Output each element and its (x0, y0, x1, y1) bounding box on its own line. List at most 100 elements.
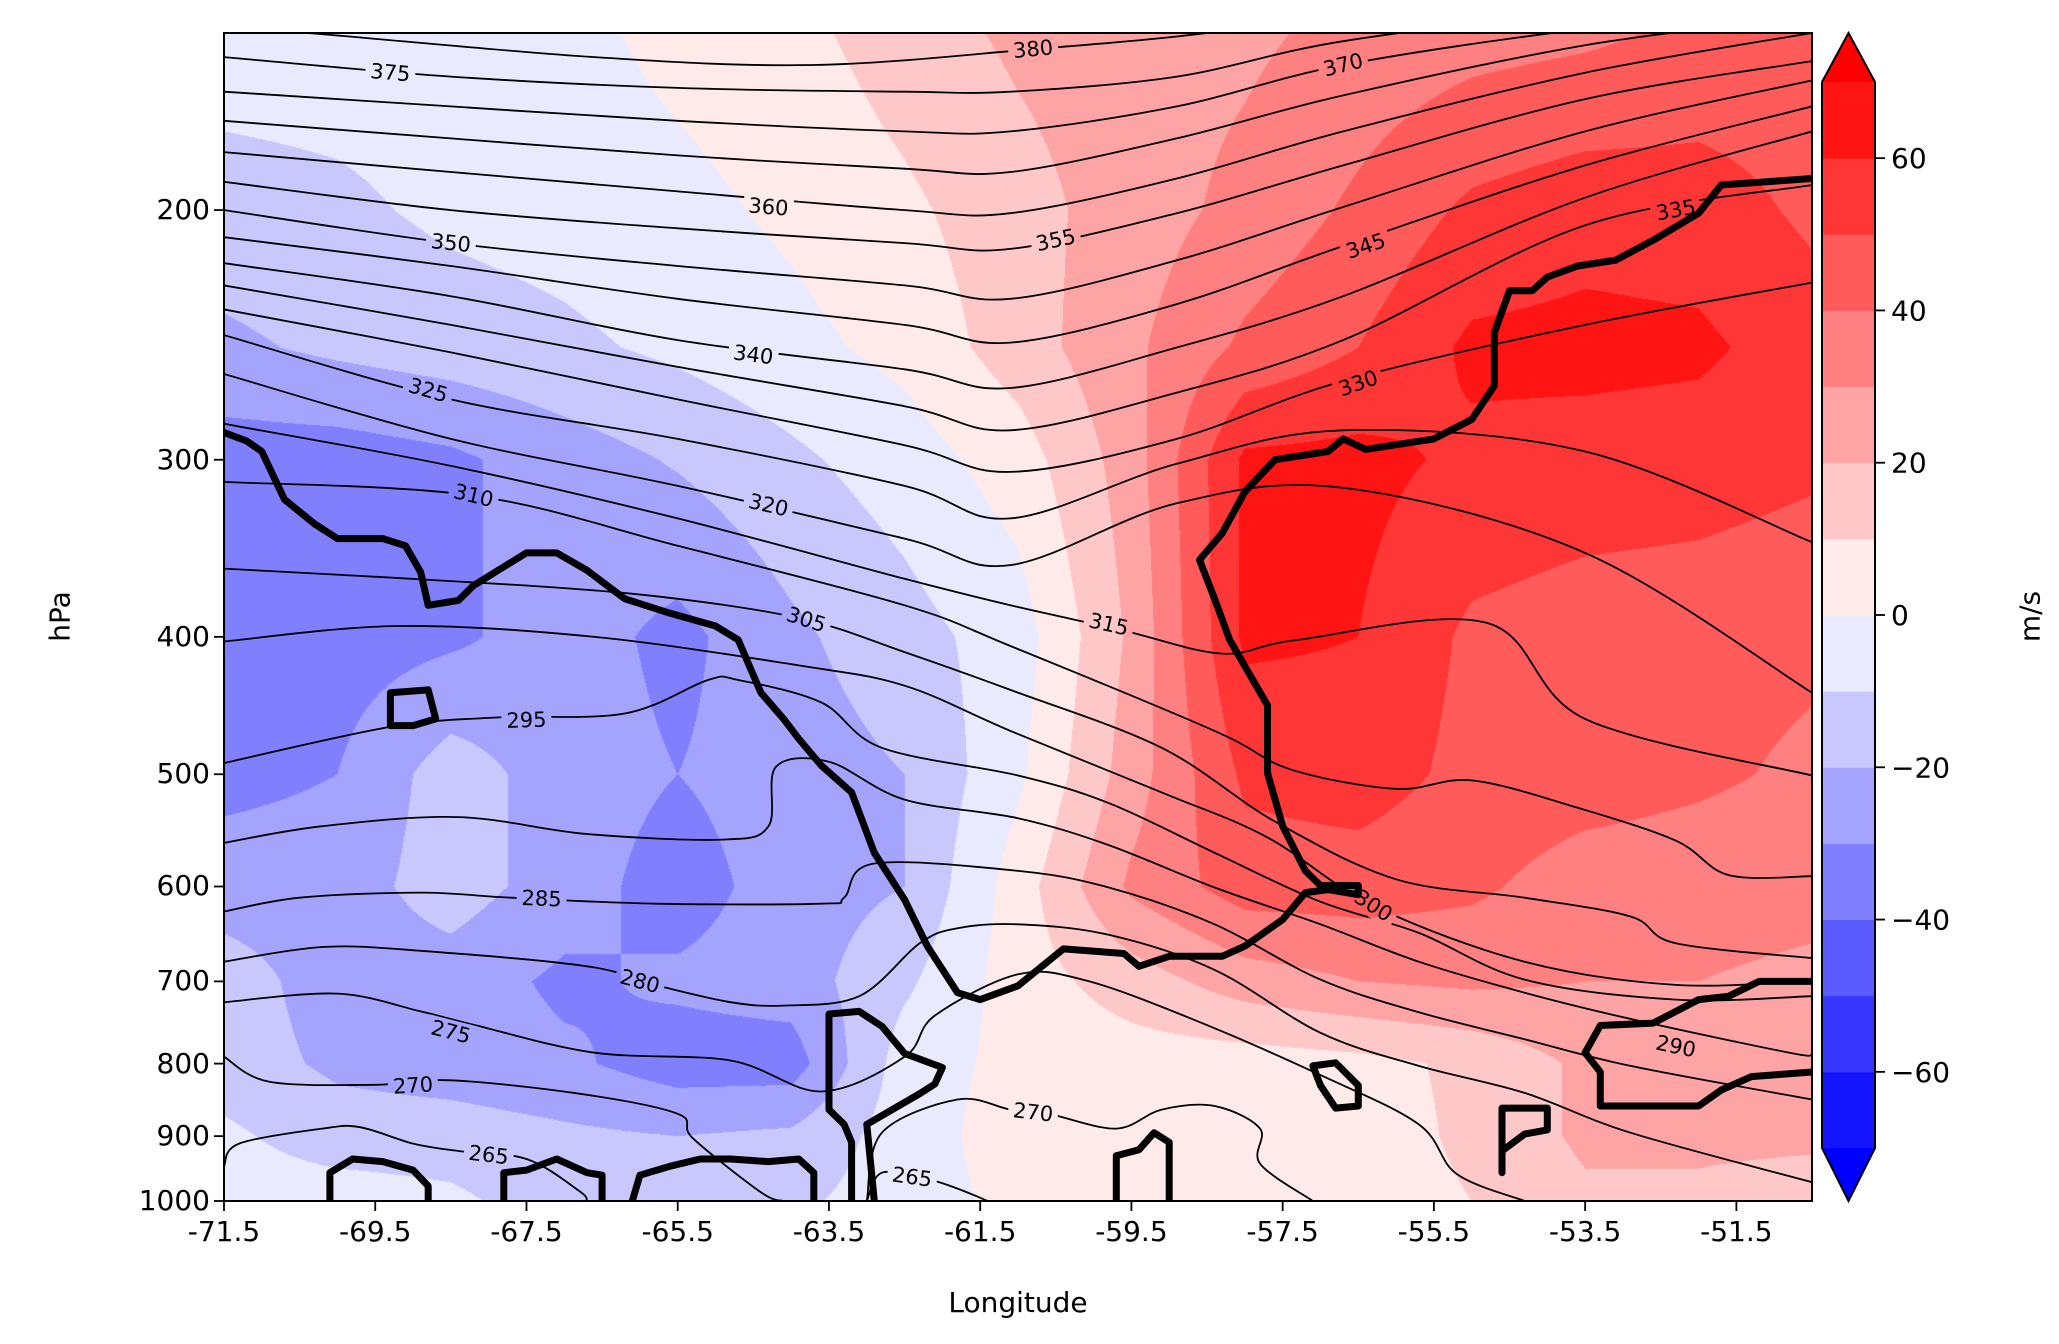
contour-label: 275 (428, 1016, 473, 1049)
bold-contour (1309, 1059, 1362, 1112)
colorbar-tick-label: 0 (1891, 599, 1909, 632)
colorbar-bin (1822, 386, 1875, 464)
bold-contour (326, 1155, 432, 1201)
colorbar-tick-label: −40 (1891, 904, 1950, 937)
line-contour-285 (224, 861, 1812, 1101)
colorbar-bin (1822, 995, 1875, 1073)
contour-label: 325 (406, 373, 451, 407)
contour-label: 290 (1654, 1031, 1698, 1063)
line-contour-310 (224, 481, 1812, 879)
colorbar-extend-max (1822, 33, 1875, 82)
colorbar-bin (1822, 691, 1875, 768)
line-contour-365 (224, 33, 1678, 175)
contour-label: 265 (891, 1162, 934, 1191)
y-tick-label: 700 (156, 964, 210, 998)
contour-label: 340 (732, 340, 775, 369)
line-contour-380 (294, 33, 1214, 67)
line-contour-360 (224, 33, 1812, 217)
colorbar-extend-min (1822, 1148, 1875, 1201)
contour-label: 355 (1034, 224, 1078, 256)
contour-label: 375 (369, 59, 411, 86)
y-tick-label: 200 (156, 193, 210, 227)
bold-contour (825, 1007, 946, 1201)
contour-label: 305 (783, 602, 829, 637)
line-contour-335 (224, 184, 1812, 432)
x-axis-label: Longitude (948, 1286, 1088, 1319)
x-tick-label: -57.5 (1246, 1215, 1319, 1248)
x-tick-label: -53.5 (1548, 1215, 1622, 1248)
colorbar-bin (1822, 82, 1875, 159)
colorbar-tick-label: 20 (1891, 447, 1927, 480)
bold-contours (224, 175, 1812, 1201)
line-contour-375 (224, 33, 1407, 94)
colorbar-bin (1822, 919, 1875, 997)
colorbar-label: m/s (2013, 590, 2047, 643)
line-contour-355 (224, 60, 1812, 252)
line-contour-370 (224, 33, 1560, 135)
axes-frame (223, 32, 1813, 1202)
bold-contour (386, 686, 440, 730)
y-tick-label: 800 (156, 1046, 210, 1080)
colorbar-bin (1822, 234, 1875, 311)
contour-label: 280 (617, 965, 662, 999)
x-tick-label: -63.5 (792, 1215, 866, 1248)
line-contour-330 (224, 281, 1812, 473)
colorbar-outline (1821, 30, 1876, 1204)
y-tick-label: 300 (156, 442, 210, 476)
contour-label: 380 (1012, 35, 1054, 63)
line-contour-270 (224, 1055, 784, 1201)
colorbar-bin (1822, 615, 1875, 692)
colorbar: −60 −40 −20 0 20 40 60 (1821, 30, 1950, 1204)
line-contour-295 (224, 675, 1812, 1002)
y-tick-label: 1000 (138, 1184, 210, 1217)
contour-label: 265 (467, 1141, 510, 1170)
x-tick-label: -65.5 (641, 1215, 714, 1248)
colorbar-bin (1822, 462, 1875, 540)
contour-label: 370 (1321, 49, 1366, 82)
x-tick-label: -71.5 (187, 1215, 261, 1248)
contour-label: 315 (1087, 608, 1131, 640)
line-contour-345 (224, 105, 1812, 345)
colorbar-bin (1822, 158, 1875, 235)
colorbar-bin (1822, 538, 1875, 616)
line-contour-270 (865, 1097, 1314, 1201)
y-tick-label: 500 (156, 757, 210, 791)
colorbar-tick-label: 40 (1891, 294, 1927, 327)
y-tick-label: 900 (156, 1119, 210, 1153)
line-contour-280 (224, 923, 1812, 1184)
colorbar-bin (1822, 767, 1875, 844)
x-tick-label: -67.5 (490, 1215, 563, 1248)
x-tick-label: -69.5 (339, 1215, 412, 1248)
axis-ticks (214, 209, 1738, 1211)
line-contour-350 (224, 79, 1812, 301)
line-contour-265 (224, 1124, 588, 1201)
bold-contour (1498, 1104, 1551, 1177)
y-axis-label: hPa (43, 591, 77, 642)
line-contour-325 (224, 334, 1812, 544)
contour-label: 270 (392, 1072, 433, 1098)
contour-label: 360 (747, 193, 789, 220)
bold-contour (500, 1155, 606, 1201)
colorbar-tick-label: −60 (1891, 1056, 1950, 1089)
x-tick-label: -61.5 (943, 1215, 1017, 1248)
line-contour-340 (224, 130, 1812, 390)
line-contour-315 (224, 422, 1812, 777)
colorbar-bin (1822, 310, 1875, 388)
bold-contour (1581, 977, 1812, 1110)
bold-contour (224, 175, 1812, 1004)
bold-contour (628, 1155, 818, 1201)
contour-label: 285 (521, 886, 562, 912)
line-contour-300 (224, 625, 1812, 987)
filled-contour-field (224, 33, 1812, 1201)
y-tick-label: 600 (156, 869, 210, 903)
contour-label: 320 (746, 489, 790, 521)
colorbar-tick-label: 60 (1891, 142, 1927, 175)
line-contour-320 (224, 373, 1812, 694)
plot-area: 380 375 370 360 355 350 345 340 335 330 325 320 315 3… (214, 32, 1813, 1211)
contour-label: 310 (451, 479, 496, 512)
colorbar-tick-label: −20 (1891, 751, 1950, 784)
contour-label: 345 (1343, 228, 1389, 263)
x-tick-label: -55.5 (1397, 1215, 1471, 1248)
